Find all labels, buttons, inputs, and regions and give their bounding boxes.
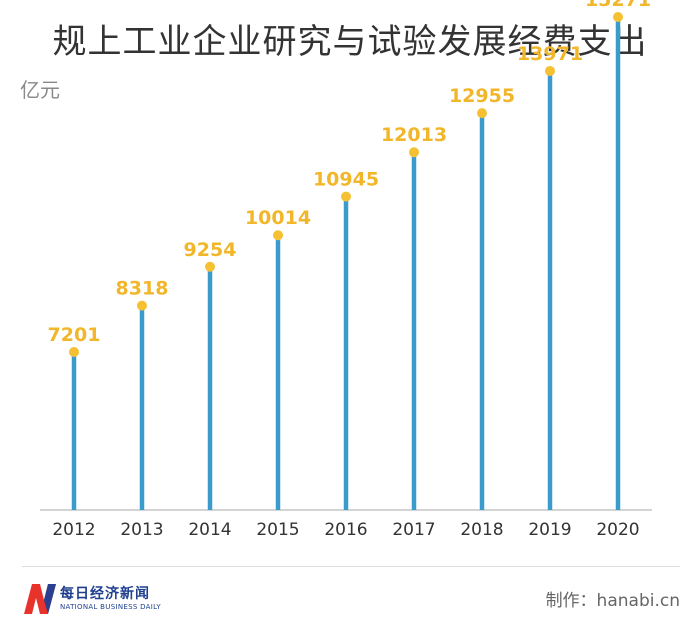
x-tick-label: 2012: [52, 520, 95, 540]
publisher-logo: 每日经济新闻 NATIONAL BUSINESS DAILY: [22, 580, 172, 616]
data-label: 7201: [48, 324, 101, 346]
lollipop-dot: [409, 147, 419, 158]
logo-chinese-text: 每日经济新闻: [60, 586, 150, 602]
x-tick-label: 2015: [256, 520, 299, 540]
x-tick-label: 2018: [460, 520, 503, 540]
lollipop-dot: [477, 108, 487, 119]
lollipop-dot: [69, 347, 79, 357]
credit-text: 制作：hanabi.cn: [545, 591, 680, 611]
data-label: 8318: [116, 278, 169, 300]
x-tick-label: 2020: [596, 520, 639, 540]
data-label: 10014: [245, 207, 311, 229]
data-label: 12013: [381, 124, 447, 146]
data-label: 13971: [517, 43, 583, 65]
data-label: 9254: [184, 239, 237, 261]
x-tick-label: 2017: [392, 520, 435, 540]
lollipop-chart: 7201 2012 8318 2013 9254 2014 10014 2015 10945 20…: [40, 0, 652, 540]
lollipop-dot: [613, 12, 623, 22]
x-tick-label: 2013: [120, 520, 163, 540]
y-axis-unit: 亿元: [20, 78, 60, 102]
x-tick-label: 2016: [324, 520, 367, 540]
chart-title: 规上工业企业研究与试验发展经费支出: [52, 22, 648, 62]
nbd-logo-icon: [24, 584, 56, 614]
data-label: 10945: [313, 169, 379, 191]
data-label: 12955: [449, 85, 515, 107]
x-tick-label: 2019: [528, 520, 571, 540]
lollipop-dot: [205, 261, 215, 272]
lollipop-dot: [137, 300, 147, 311]
footer-divider: [22, 566, 680, 567]
lollipop-dot: [545, 65, 555, 76]
lollipop-dot: [341, 191, 351, 202]
x-tick-label: 2014: [188, 520, 231, 540]
data-label: 15271: [585, 0, 651, 11]
lollipop-dot: [273, 230, 283, 241]
logo-english-text: NATIONAL BUSINESS DAILY: [60, 603, 161, 611]
